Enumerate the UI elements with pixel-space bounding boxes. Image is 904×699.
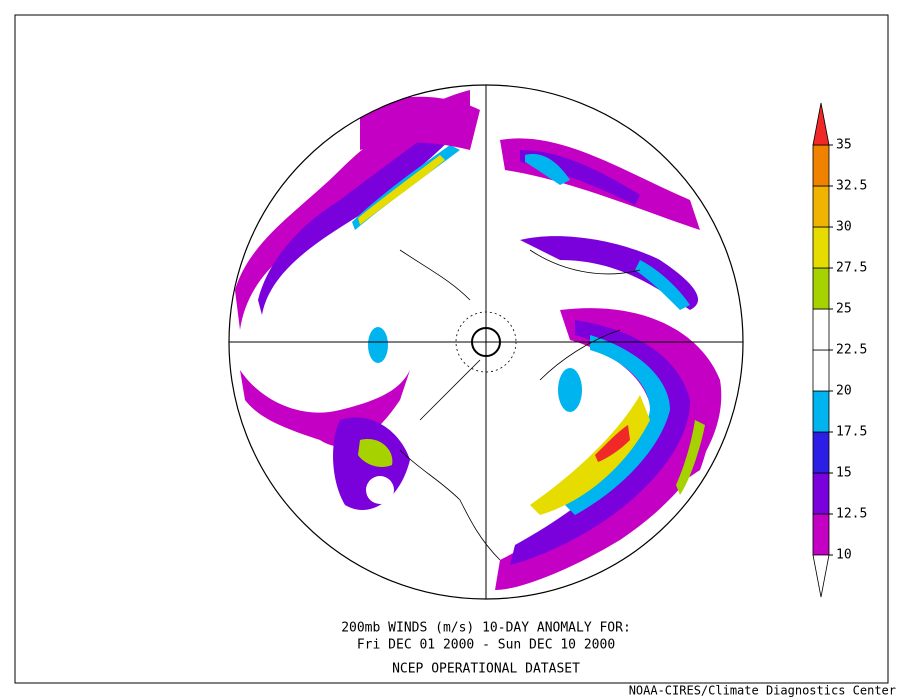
colorbar-segment [812, 472, 830, 515]
colorbar-label: 12.5 [836, 507, 867, 522]
colorbar-segment [812, 308, 830, 351]
colorbar-label: 32.5 [836, 179, 867, 194]
colorbar-under [812, 554, 830, 598]
colorbar-segment [812, 144, 830, 187]
colorbar-segment [812, 390, 830, 433]
colorbar-label: 17.5 [836, 425, 867, 440]
colorbar-segment [812, 226, 830, 269]
colorbar-segment [812, 513, 830, 556]
colorbar-over [812, 102, 830, 146]
colorbar-label: 25 [836, 302, 852, 317]
colorbar-label: 22.5 [836, 343, 867, 358]
colorbar-segment [812, 349, 830, 392]
colorbar-segment [812, 267, 830, 310]
colorbar-label: 15 [836, 466, 852, 481]
colorbar-label: 27.5 [836, 261, 867, 276]
colorbar-label: 20 [836, 384, 852, 399]
credit: NOAA-CIRES/Climate Diagnostics Center [629, 684, 896, 698]
caption-line: Fri DEC 01 2000 - Sun DEC 10 2000 [357, 638, 615, 653]
colorbar-segment [812, 431, 830, 474]
caption-line: NCEP OPERATIONAL DATASET [392, 662, 580, 677]
colorbar: 10 12.5 15 17.5 20 22.5 25 27.5 30 32.5 35 [812, 102, 867, 598]
colorbar-segment [812, 185, 830, 228]
colorbar-label: 10 [836, 548, 852, 563]
caption-line: 200mb WINDS (m/s) 10-DAY ANOMALY FOR: [341, 621, 631, 636]
colorbar-label: 35 [836, 138, 852, 153]
colorbar-label: 30 [836, 220, 852, 235]
